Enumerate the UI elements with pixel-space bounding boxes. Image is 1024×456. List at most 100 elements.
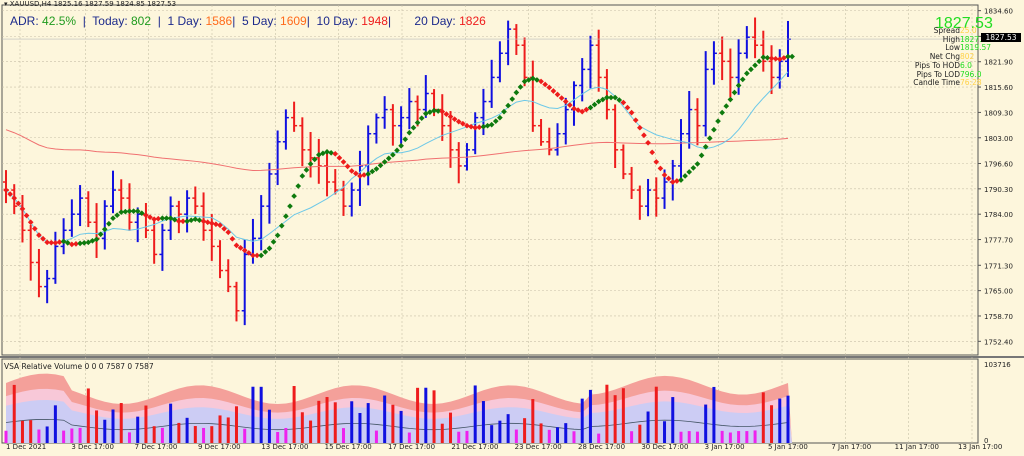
trend-ma-dot: [468, 123, 474, 130]
volume-bar: [53, 405, 57, 443]
volume-bar: [761, 392, 765, 443]
price-tick-label: 1790.30: [984, 186, 1013, 194]
ma-fast-line: [5, 71, 789, 244]
info-value: 25.0: [960, 26, 977, 35]
volume-bar: [226, 417, 230, 443]
volume-bar: [144, 405, 148, 443]
volume-bar: [621, 388, 625, 443]
trend-ma-dot: [690, 165, 697, 171]
trend-ma-dot: [517, 84, 524, 90]
time-tick-label: 28 Dec 17:00: [578, 443, 625, 451]
trend-ma-dot: [262, 249, 269, 255]
trend-ma-dot: [649, 149, 656, 156]
trend-ma-dot: [402, 136, 409, 143]
volume-bar: [613, 395, 617, 443]
info-value: 796.0: [960, 69, 982, 79]
info-panel: Spread 25.0 High 1827.59 Low 1819.57 Net Chg 80…: [900, 26, 992, 88]
volume-bar: [506, 414, 510, 443]
trend-ma-dot: [110, 215, 116, 222]
trend-ma-dot: [641, 132, 647, 139]
trend-ma-dot: [505, 102, 511, 109]
trend-ma-dot: [735, 82, 742, 89]
trend-ma-dot: [266, 245, 273, 252]
volume-bar: [193, 426, 197, 443]
info-row: Low 1819.57: [900, 43, 992, 53]
info-row: Spread 25.0: [900, 26, 988, 36]
trend-ma-dot: [599, 96, 606, 103]
trend-ma-dot: [365, 171, 372, 177]
trend-ma-dot: [748, 66, 754, 73]
info-row: Candle Time 76:28: [900, 79, 988, 88]
trend-ma-dot: [715, 118, 721, 124]
trend-ma-dot: [398, 142, 404, 149]
volume-bar: [333, 402, 337, 443]
price-tick-label: 1815.60: [984, 84, 1013, 92]
volume-bar: [70, 428, 74, 443]
trend-ma-dot: [122, 208, 129, 215]
trend-ma-dot: [476, 124, 483, 131]
trend-ma-dot: [431, 107, 437, 114]
trend-ma-dot: [299, 173, 306, 179]
trend-ma-dot: [587, 104, 594, 111]
current-price-large: 1827.53: [935, 15, 993, 32]
volume-bar: [383, 395, 387, 443]
trend-ma-dot: [52, 240, 59, 246]
trend-ma-dot: [196, 217, 203, 224]
volume-bar: [712, 386, 716, 443]
volume-bar: [259, 386, 263, 443]
trend-ma-dot: [682, 173, 688, 179]
trend-ma-dot: [385, 155, 392, 162]
volume-bar: [185, 417, 189, 443]
trend-ma-dot: [118, 209, 125, 216]
volume-bar: [778, 398, 782, 443]
volume-bar: [119, 403, 123, 443]
trend-ma-dot: [225, 229, 232, 236]
trend-ma-dot: [192, 216, 199, 223]
trend-ma-dot: [163, 215, 170, 222]
info-label: Net Chg: [929, 52, 960, 62]
trend-ma-dot: [324, 149, 330, 155]
price-tick-label: 1758.70: [984, 313, 1013, 321]
trend-ma-dot: [237, 245, 244, 251]
trend-ma-dot: [246, 250, 252, 256]
volume-bar: [572, 431, 576, 443]
volume-bar: [514, 429, 518, 443]
time-tick-label: 9 Dec 17:00: [198, 443, 241, 451]
trend-ma-dot: [69, 241, 75, 248]
info-value: 802: [960, 52, 975, 62]
separator: |: [306, 14, 310, 28]
today-label: Today:: [92, 14, 131, 28]
adr-value: 42.5%: [42, 14, 77, 28]
trend-ma-dot: [764, 54, 771, 61]
price-tick-label: 1821.90: [984, 59, 1013, 67]
trend-ma-dot: [595, 98, 602, 105]
trend-ma-dot: [484, 122, 491, 129]
trend-ma-dot: [583, 106, 590, 113]
trend-ma-dot: [204, 219, 211, 226]
volume-scale-min: 0: [984, 437, 988, 445]
trend-ma-dot: [143, 212, 149, 219]
volume-bar: [753, 430, 757, 443]
volume-bar: [547, 429, 551, 443]
info-value: 1819.57: [960, 43, 992, 53]
info-label: Pips To LOD: [916, 69, 960, 79]
trend-ma-dot: [694, 161, 701, 167]
trend-ma-dot: [550, 88, 557, 94]
trend-ma-dot: [134, 208, 141, 215]
trend-ma-dot: [558, 95, 565, 101]
trend-ma-dot: [303, 167, 310, 173]
info-label: High: [942, 34, 960, 44]
price-tick-label: 1784.00: [984, 211, 1013, 219]
volume-bar: [4, 430, 8, 443]
trend-ma-dot: [27, 219, 34, 226]
trend-ma-dot: [311, 156, 318, 163]
volume-bar: [325, 397, 329, 443]
trend-ma-dot: [200, 218, 207, 225]
trend-ma-dot: [332, 151, 339, 157]
info-value: 6.0: [960, 60, 972, 70]
trend-ma-dot: [233, 242, 240, 249]
volume-bar: [243, 428, 247, 443]
trend-ma-dot: [369, 168, 376, 175]
trend-ma-dot: [176, 218, 182, 225]
